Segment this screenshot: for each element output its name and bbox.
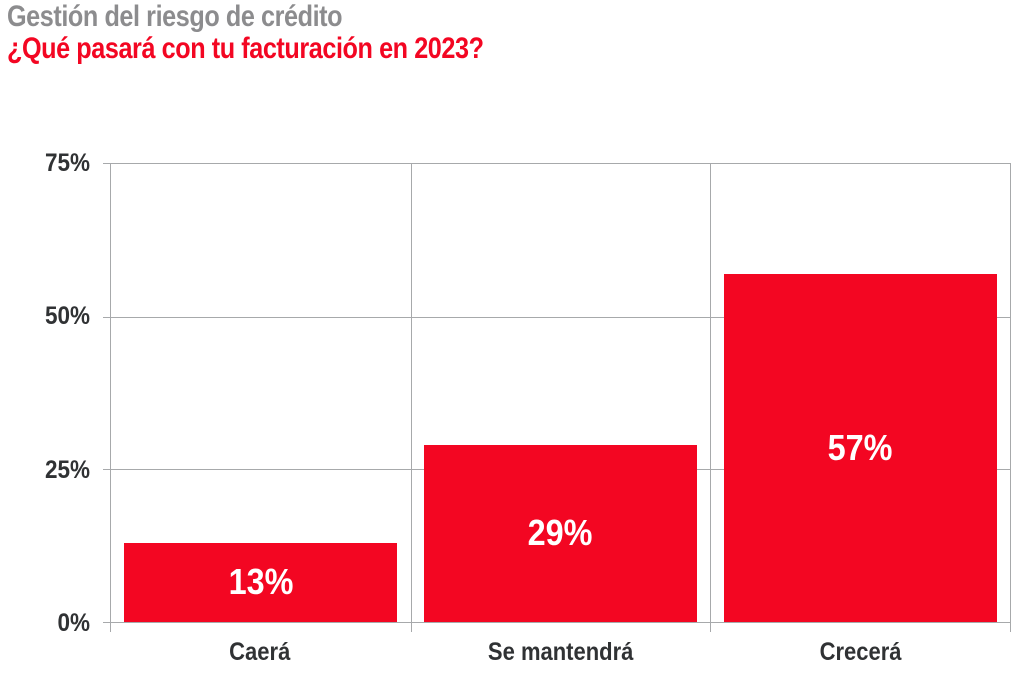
bar-caera: 13%	[124, 542, 398, 622]
y-axis-tick-mark-25	[103, 469, 111, 471]
x-axis-tick-mark-1	[410, 622, 412, 632]
y-axis-tick-label-50: 50%	[44, 302, 90, 330]
y-axis-tick-mark-50	[103, 316, 111, 318]
x-axis-labels: Caerá Se mantendrá Crecerá	[110, 639, 1011, 665]
column-se-mantendra: 29%	[411, 164, 711, 622]
column-crecera: 57%	[710, 164, 1010, 622]
x-axis-label-caera: Caerá	[229, 638, 291, 666]
x-axis-tick-mark-0	[110, 622, 111, 632]
y-axis-tick-label-0: 0%	[57, 609, 90, 637]
bar-value-label: 13%	[228, 561, 294, 603]
bar-value-label: 57%	[827, 426, 893, 468]
chart-header: Gestión del riesgo de crédito ¿Qué pasar…	[7, 1, 574, 65]
x-axis-tick-mark-3	[1010, 622, 1011, 632]
plot-area: 13% 29% 57%	[103, 163, 1011, 632]
chart-title: Gestión del riesgo de crédito	[7, 0, 343, 33]
gridline-vertical-1	[410, 164, 412, 622]
y-axis-tick-label-75: 75%	[44, 149, 90, 177]
bar-se-mantendra: 29%	[424, 444, 697, 622]
gridline-horizontal-50	[111, 316, 1010, 318]
y-axis-tick-label-25: 25%	[44, 456, 90, 484]
chart-subtitle: ¿Qué pasará con tu facturación en 2023?	[7, 32, 484, 65]
bar-crecera: 57%	[723, 273, 997, 622]
bar-value-label: 29%	[528, 512, 593, 554]
x-axis-label-crecera: Crecerá	[819, 638, 902, 666]
x-axis-label-se-mantendra: Se mantendrá	[487, 638, 634, 666]
x-axis-tick-mark-2	[710, 622, 712, 632]
y-axis-tick-mark-75	[103, 163, 111, 164]
gridline-vertical-2	[710, 164, 712, 622]
column-caera: 13%	[111, 164, 411, 622]
bar-columns: 13% 29% 57%	[111, 164, 1010, 622]
y-axis-tick-mark-0	[103, 622, 111, 623]
